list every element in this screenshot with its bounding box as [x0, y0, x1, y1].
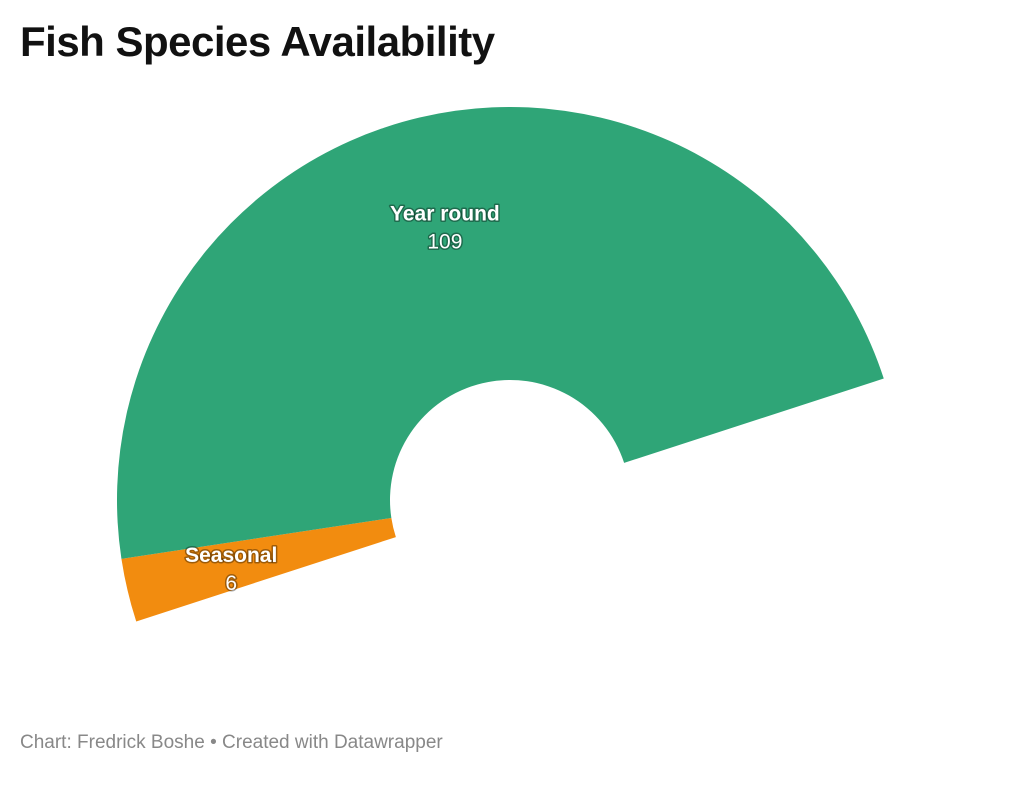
footer-separator: • — [210, 732, 217, 753]
labels-layer: Seasonal 6 Year round 109 — [184, 201, 502, 596]
slice-label-seasonal: Seasonal — [185, 544, 277, 567]
chart-title: Fish Species Availability — [20, 18, 495, 65]
slices-layer — [117, 107, 884, 622]
tool-credit: Created with Datawrapper — [222, 732, 443, 753]
slice-year-round — [117, 107, 884, 559]
chart-credit: Chart: Fredrick Boshe — [20, 732, 205, 753]
slice-value-year-round: 109 — [427, 231, 462, 254]
slice-value-seasonal: 6 — [225, 572, 237, 595]
chart-footer: Chart: Fredrick Boshe • Created with Dat… — [20, 732, 443, 754]
slice-seasonal — [121, 517, 396, 622]
slice-label-year-round: Year round — [390, 203, 500, 226]
